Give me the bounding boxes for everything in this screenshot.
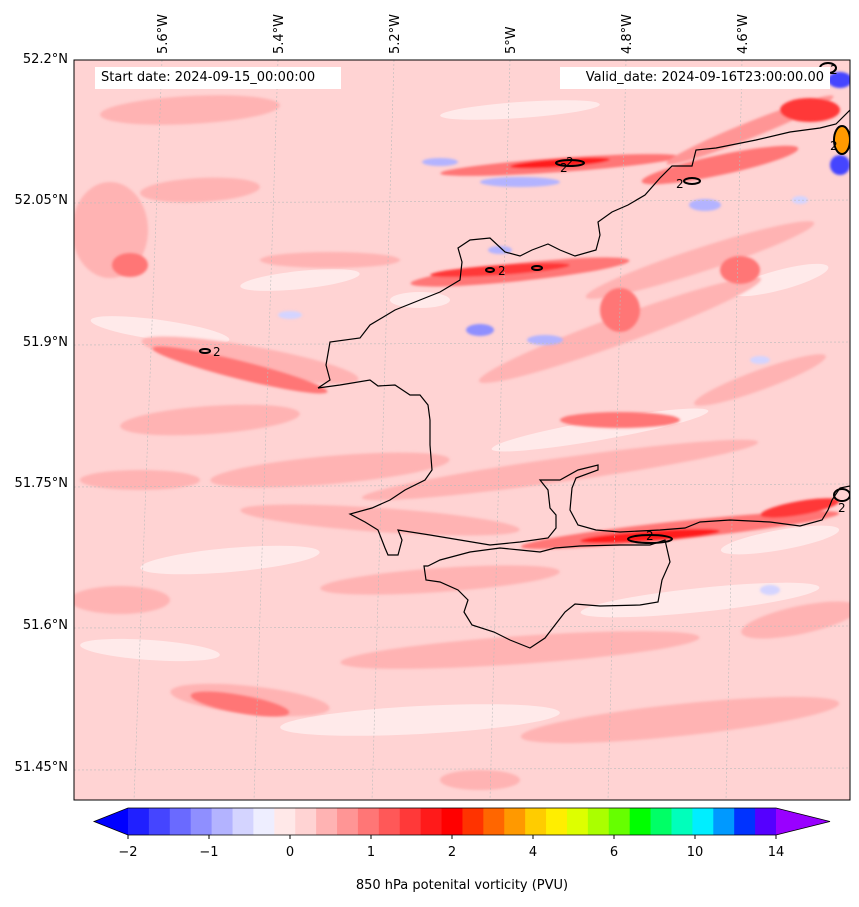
pv-field bbox=[74, 60, 850, 800]
lat-tick-label: 51.9°N bbox=[22, 335, 68, 350]
contour-labels: 2 2 2 2 2 2 2 2 2 bbox=[213, 63, 846, 543]
colorbar-swatch bbox=[169, 808, 192, 835]
contour-label: 2 bbox=[838, 501, 846, 515]
colorbar-tick-label: −2 bbox=[118, 845, 138, 860]
pv-strong-bands bbox=[112, 95, 840, 717]
colorbar-swatch bbox=[420, 808, 443, 835]
valid-date-label: Valid_date: 2024-09-16T23:00:00.00 bbox=[560, 67, 830, 89]
lon-tick-label: 4.8°W bbox=[620, 13, 635, 54]
colorbar-swatch bbox=[378, 808, 401, 835]
colorbar-label: 850 hPa potenital vorticity (PVU) bbox=[355, 878, 569, 893]
lat-tick-label: 52.05°N bbox=[14, 193, 68, 208]
colorbar-swatch bbox=[441, 808, 463, 835]
colorbar-swatch bbox=[190, 808, 213, 835]
lon-tick-label: 4.6°W bbox=[736, 13, 751, 54]
lon-tick-label: 5°W bbox=[504, 26, 519, 54]
colorbar-swatch bbox=[462, 808, 484, 835]
colorbar-swatch bbox=[650, 808, 672, 835]
colorbar-swatch bbox=[734, 808, 756, 835]
colorbar-tick-label: 4 bbox=[528, 845, 538, 860]
contour-label: 2 bbox=[830, 63, 838, 77]
start-date-label: Start date: 2024-09-15_00:00:00 bbox=[95, 67, 341, 89]
colorbar-swatch bbox=[316, 808, 338, 835]
colorbar-tick-label: 0 bbox=[285, 845, 295, 860]
colorbar-swatch bbox=[295, 808, 317, 835]
colorbar-swatch bbox=[671, 808, 693, 835]
pv-light-patches bbox=[80, 100, 840, 736]
colorbar-swatch bbox=[483, 808, 505, 835]
colorbar-swatch bbox=[128, 808, 150, 835]
coastline bbox=[317, 109, 850, 649]
colorbar-tick-label: 10 bbox=[686, 845, 704, 860]
colorbar-tick-label: 2 bbox=[447, 845, 457, 860]
contour-label: 2 bbox=[213, 345, 221, 359]
colorbar-swatch bbox=[525, 808, 547, 835]
contour-label: 2 bbox=[566, 155, 574, 169]
contour-label: 2 bbox=[498, 264, 506, 278]
colorbar-swatch bbox=[755, 808, 777, 835]
colorbar-swatch bbox=[566, 808, 589, 835]
colorbar-swatch bbox=[232, 808, 254, 835]
colorbar-extend-max bbox=[776, 808, 830, 835]
colorbar-swatch bbox=[608, 808, 631, 835]
lon-tick-label: 5.4°W bbox=[272, 13, 287, 54]
colorbar-swatch bbox=[692, 808, 714, 835]
contour-label: 2 bbox=[560, 161, 568, 175]
colorbar-swatch bbox=[587, 808, 610, 835]
colorbar-swatch bbox=[274, 808, 296, 835]
colorbar-swatch bbox=[357, 808, 380, 835]
lat-tick-label: 52.2°N bbox=[22, 52, 68, 67]
colorbar-swatch bbox=[253, 808, 275, 835]
lat-tick-label: 51.75°N bbox=[14, 476, 68, 491]
lon-tick-label: 5.2°W bbox=[388, 13, 403, 54]
colorbar-swatch bbox=[504, 808, 526, 835]
colorbar-tick-label: −1 bbox=[199, 845, 219, 860]
colorbar-tick-label: 1 bbox=[366, 845, 376, 860]
contour-label: 2 bbox=[676, 177, 684, 191]
colorbar-swatch bbox=[148, 808, 171, 835]
lat-tick-label: 51.45°N bbox=[14, 760, 68, 775]
pv-negative-patches bbox=[278, 72, 850, 595]
colorbar-tick-label: 6 bbox=[609, 845, 619, 860]
contour-label: 2 bbox=[646, 529, 654, 543]
colorbar-swatch bbox=[629, 808, 652, 835]
lat-tick-label: 51.6°N bbox=[22, 618, 68, 633]
colorbar-swatch bbox=[546, 808, 568, 835]
pv-contours bbox=[199, 62, 850, 544]
colorbar bbox=[92, 807, 831, 839]
lon-tick-label: 5.6°W bbox=[156, 13, 171, 54]
plot-frame bbox=[73, 59, 851, 801]
colorbar-tick-label: 14 bbox=[767, 845, 785, 860]
colorbar-extend-min bbox=[94, 808, 128, 835]
colorbar-swatch bbox=[337, 808, 359, 835]
colorbar-swatch bbox=[713, 808, 735, 835]
colorbar-swatch bbox=[399, 808, 422, 835]
graticule bbox=[74, 60, 850, 800]
contour-label: 2 bbox=[830, 139, 838, 153]
colorbar-swatch bbox=[211, 808, 234, 835]
